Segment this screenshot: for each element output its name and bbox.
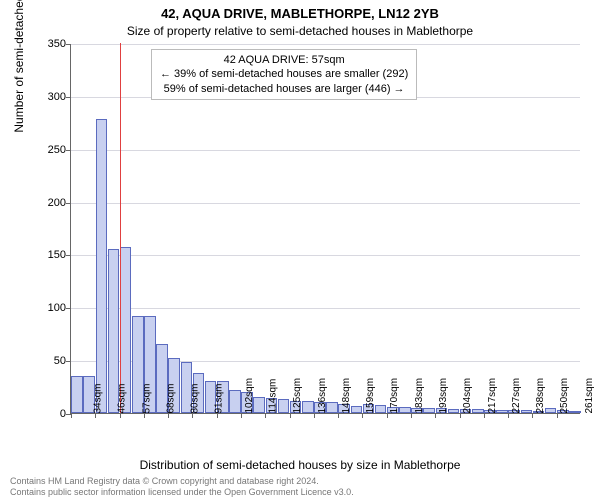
ytick-label: 200 xyxy=(48,197,66,209)
main-title: 42, AQUA DRIVE, MABLETHORPE, LN12 2YB xyxy=(0,6,600,21)
xtick-mark xyxy=(241,413,242,418)
sub-title: Size of property relative to semi-detach… xyxy=(0,24,600,38)
xtick-label: 193sqm xyxy=(438,378,449,414)
xtick-mark xyxy=(265,413,266,418)
histogram-bar xyxy=(423,408,435,413)
ytick-mark xyxy=(66,44,71,45)
ytick-mark xyxy=(66,361,71,362)
xtick-label: 204sqm xyxy=(462,378,473,414)
xtick-mark xyxy=(387,413,388,418)
xtick-label: 170sqm xyxy=(390,378,401,414)
ytick-label: 300 xyxy=(48,91,66,103)
property-marker-line xyxy=(120,43,121,413)
ytick-label: 250 xyxy=(48,144,66,156)
histogram-bar xyxy=(399,407,411,413)
xtick-label: 80sqm xyxy=(190,383,201,413)
footer-attribution: Contains HM Land Registry data © Crown c… xyxy=(10,476,354,498)
xtick-mark xyxy=(532,413,533,418)
xtick-mark xyxy=(460,413,461,418)
ytick-label: 100 xyxy=(48,302,66,314)
histogram-bar xyxy=(253,397,265,413)
annotation-line-1: 42 AQUA DRIVE: 57sqm xyxy=(160,53,408,67)
histogram-bar xyxy=(96,119,108,413)
xtick-mark xyxy=(290,413,291,418)
xtick-label: 217sqm xyxy=(487,378,498,414)
histogram-bar xyxy=(375,405,387,413)
xtick-mark xyxy=(362,413,363,418)
xtick-label: 261sqm xyxy=(584,378,595,414)
ytick-mark xyxy=(66,203,71,204)
ytick-label: 150 xyxy=(48,249,66,261)
footer-line-2: Contains public sector information licen… xyxy=(10,487,354,498)
ytick-label: 0 xyxy=(60,408,66,420)
xtick-label: 68sqm xyxy=(165,383,176,413)
histogram-bar xyxy=(302,401,314,413)
xtick-mark xyxy=(314,413,315,418)
xtick-label: 238sqm xyxy=(535,378,546,414)
xtick-label: 46sqm xyxy=(117,383,128,413)
histogram-bar xyxy=(569,411,581,413)
xtick-label: 136sqm xyxy=(317,378,328,414)
histogram-bar xyxy=(545,408,557,413)
xtick-mark xyxy=(120,413,121,418)
xtick-label: 102sqm xyxy=(244,378,255,414)
xtick-label: 148sqm xyxy=(341,378,352,414)
annotation-line-3: 59% of semi-detached houses are larger (… xyxy=(160,82,408,96)
plot-area: 34sqm 46sqm 57sqm 68sqm 80sqm 91sqm 102sqm 114s… xyxy=(70,44,580,414)
xtick-label: 114sqm xyxy=(267,379,278,414)
xtick-mark xyxy=(508,413,509,418)
xtick-label: 91sqm xyxy=(214,383,225,413)
xtick-label: 57sqm xyxy=(141,383,152,413)
xtick-mark xyxy=(217,413,218,418)
xtick-label: 183sqm xyxy=(414,378,425,414)
xtick-label: 125sqm xyxy=(292,378,303,414)
xtick-label: 34sqm xyxy=(93,383,104,413)
gridline xyxy=(71,203,580,204)
histogram-bar xyxy=(472,409,484,413)
histogram-bar xyxy=(71,376,83,413)
ytick-label: 350 xyxy=(48,38,66,50)
xtick-mark xyxy=(95,413,96,418)
gridline xyxy=(71,308,580,309)
histogram-bar xyxy=(278,399,290,413)
xtick-mark xyxy=(192,413,193,418)
gridline xyxy=(71,150,580,151)
histogram-bar xyxy=(351,406,363,413)
xtick-mark xyxy=(338,413,339,418)
xtick-mark xyxy=(484,413,485,418)
xtick-mark xyxy=(411,413,412,418)
y-axis-label: Number of semi-detached properties xyxy=(12,0,26,133)
xtick-mark xyxy=(557,413,558,418)
xtick-label: 227sqm xyxy=(511,378,522,414)
ytick-mark xyxy=(66,97,71,98)
xtick-mark xyxy=(144,413,145,418)
footer-line-1: Contains HM Land Registry data © Crown c… xyxy=(10,476,354,487)
annotation-line-2: ← 39% of semi-detached houses are smalle… xyxy=(160,67,408,81)
ytick-mark xyxy=(66,255,71,256)
annotation-box: 42 AQUA DRIVE: 57sqm← 39% of semi-detach… xyxy=(151,49,417,100)
histogram-bar xyxy=(229,390,241,413)
histogram-bar xyxy=(448,409,460,413)
xtick-label: 250sqm xyxy=(560,378,571,414)
x-axis-label: Distribution of semi-detached houses by … xyxy=(0,458,600,472)
chart-container: 42, AQUA DRIVE, MABLETHORPE, LN12 2YB Si… xyxy=(0,0,600,500)
xtick-mark xyxy=(168,413,169,418)
xtick-label: 159sqm xyxy=(365,378,376,414)
histogram-bar xyxy=(521,410,533,413)
gridline xyxy=(71,255,580,256)
ytick-label: 50 xyxy=(54,355,66,367)
xtick-mark xyxy=(71,413,72,418)
ytick-mark xyxy=(66,308,71,309)
gridline xyxy=(71,44,580,45)
xtick-mark xyxy=(435,413,436,418)
ytick-mark xyxy=(66,150,71,151)
